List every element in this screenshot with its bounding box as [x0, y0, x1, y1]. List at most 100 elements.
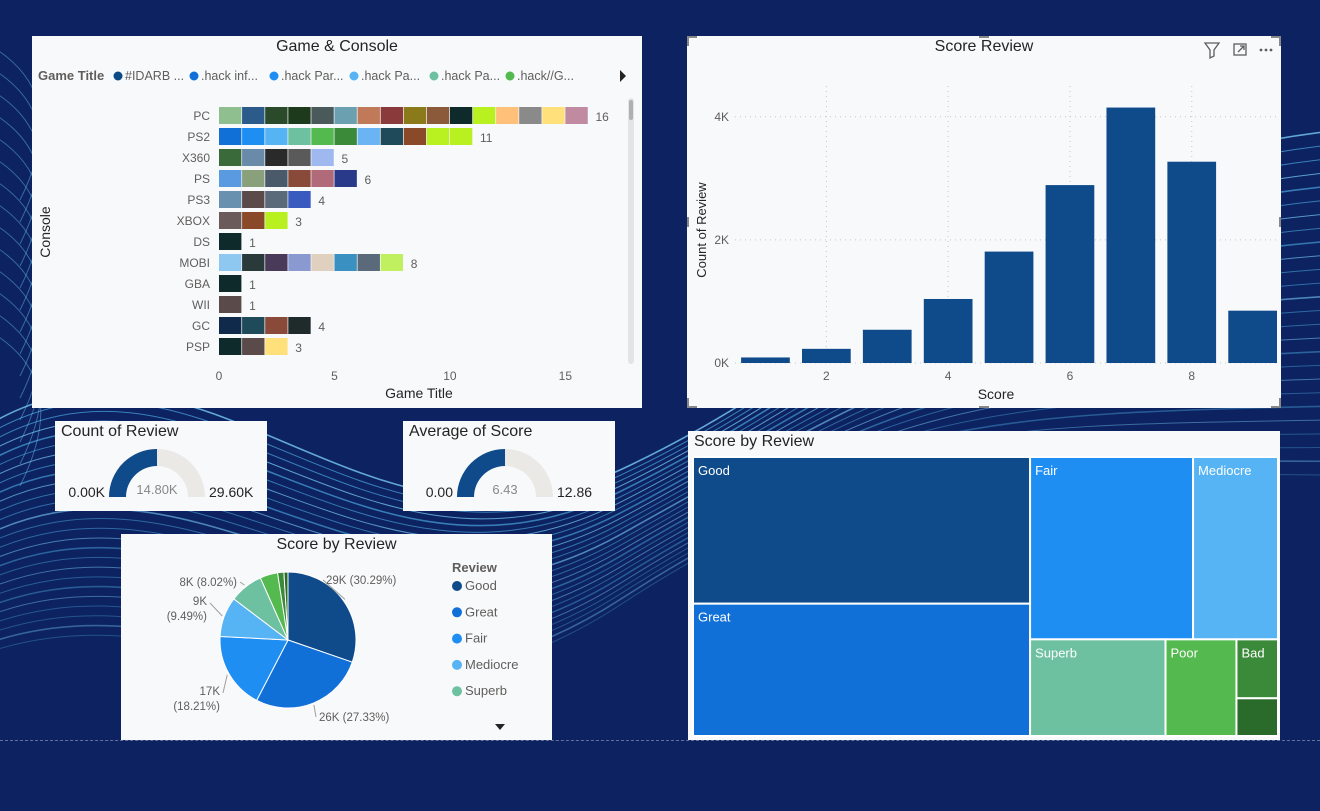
treemap-rect[interactable]: [1029, 456, 1195, 641]
bar-segment[interactable]: [357, 128, 380, 145]
legend-next-arrow-icon[interactable]: [620, 70, 626, 82]
treemap-rect[interactable]: [692, 602, 1032, 737]
bar-segment[interactable]: [242, 317, 265, 334]
legend-item[interactable]: .hack inf...: [189, 69, 258, 83]
pie-legend-item[interactable]: Good: [452, 578, 497, 593]
bar-segment[interactable]: [311, 170, 334, 187]
bar-segment[interactable]: [242, 149, 265, 166]
bar-segment[interactable]: [449, 107, 473, 124]
bar-segment[interactable]: [403, 128, 427, 145]
score-bar[interactable]: [741, 357, 790, 363]
legend-item[interactable]: #IDARB ...: [113, 69, 185, 83]
treemap-rect[interactable]: [1029, 638, 1167, 737]
score-bar[interactable]: [1167, 161, 1217, 363]
bar-segment[interactable]: [242, 170, 265, 187]
bar-segment[interactable]: [219, 254, 242, 271]
bar-segment[interactable]: [288, 191, 311, 208]
bar-segment[interactable]: [357, 107, 380, 124]
more-options-icon[interactable]: [1259, 48, 1273, 52]
bar-segment[interactable]: [265, 317, 288, 334]
bar-segment[interactable]: [380, 128, 404, 145]
bar-segment[interactable]: [219, 275, 242, 292]
score-bar[interactable]: [1045, 185, 1095, 363]
bar-segment[interactable]: [265, 254, 288, 271]
bar-segment[interactable]: [426, 107, 450, 124]
bar-segment[interactable]: [449, 128, 473, 145]
focus-mode-icon[interactable]: [1233, 43, 1247, 56]
bar-segment[interactable]: [265, 170, 288, 187]
bar-segment[interactable]: [288, 170, 311, 187]
treemap-rect[interactable]: [1192, 456, 1280, 641]
pie-legend-item[interactable]: Great: [452, 604, 498, 619]
bar-segment[interactable]: [288, 149, 311, 166]
bar-segment[interactable]: [219, 212, 242, 229]
treemap-cell-superb[interactable]: Superb: [1029, 638, 1167, 737]
pie-legend-item[interactable]: Fair: [452, 631, 488, 646]
bar-segment[interactable]: [242, 191, 265, 208]
bar-segment[interactable]: [288, 317, 311, 334]
bar-segment[interactable]: [242, 212, 265, 229]
legend-item[interactable]: .hack Pa...: [349, 69, 421, 83]
legend-item[interactable]: .hack Par...: [269, 69, 344, 83]
score-bar[interactable]: [923, 298, 973, 363]
bar-segment[interactable]: [426, 128, 450, 145]
bar-segment[interactable]: [219, 128, 242, 145]
bar-segment[interactable]: [334, 107, 357, 124]
bar-segment[interactable]: [288, 128, 311, 145]
bar-segment[interactable]: [265, 191, 288, 208]
bar-segment[interactable]: [219, 338, 242, 355]
bar-segment[interactable]: [265, 212, 288, 229]
bar-segment[interactable]: [242, 254, 265, 271]
bar-segment[interactable]: [311, 107, 334, 124]
score-bar[interactable]: [1228, 310, 1277, 363]
legend-item[interactable]: .hack//G...: [505, 69, 574, 83]
treemap-cell-fair[interactable]: Fair: [1029, 456, 1195, 641]
score-bar[interactable]: [984, 251, 1034, 363]
legend-item[interactable]: .hack Pa...: [429, 69, 501, 83]
filter-icon[interactable]: [1203, 42, 1221, 60]
bar-segment[interactable]: [380, 254, 404, 271]
bar-segment[interactable]: [242, 128, 265, 145]
treemap-rect[interactable]: [1164, 638, 1238, 737]
pie-legend-item[interactable]: Superb: [452, 683, 507, 698]
bar-segment[interactable]: [219, 149, 242, 166]
treemap-cell-other[interactable]: [1235, 697, 1280, 738]
pie-slice-great[interactable]: [255, 639, 353, 709]
bar-segment[interactable]: [496, 107, 519, 124]
legend-scroll-down-icon[interactable]: [495, 724, 505, 730]
scrollbar-thumb[interactable]: [629, 100, 633, 120]
pie-slice-good[interactable]: [287, 571, 357, 663]
treemap-rect[interactable]: [1235, 638, 1280, 700]
gauge-fill[interactable]: [109, 449, 157, 497]
treemap-cell-mediocre[interactable]: Mediocre: [1192, 456, 1280, 641]
bar-segment[interactable]: [311, 254, 334, 271]
gauge-fill[interactable]: [457, 449, 505, 497]
scrollbar-track[interactable]: [628, 98, 634, 364]
bar-segment[interactable]: [288, 107, 311, 124]
bar-segment[interactable]: [357, 254, 380, 271]
bar-segment[interactable]: [219, 107, 242, 124]
bar-segment[interactable]: [288, 254, 311, 271]
score-bar[interactable]: [862, 329, 912, 363]
bar-segment[interactable]: [473, 107, 496, 124]
treemap-cell-good[interactable]: Good: [692, 456, 1032, 605]
bar-segment[interactable]: [565, 107, 588, 124]
score-bar[interactable]: [801, 348, 851, 363]
pie-slice-fair[interactable]: [219, 635, 289, 702]
bar-segment[interactable]: [311, 149, 334, 166]
bar-segment[interactable]: [265, 107, 288, 124]
bar-segment[interactable]: [219, 191, 242, 208]
bar-segment[interactable]: [542, 107, 565, 124]
treemap-cell-poor[interactable]: Poor: [1164, 638, 1238, 737]
bar-segment[interactable]: [219, 296, 242, 313]
bar-segment[interactable]: [219, 233, 242, 250]
bar-segment[interactable]: [242, 107, 265, 124]
bar-segment[interactable]: [334, 128, 357, 145]
bar-segment[interactable]: [519, 107, 542, 124]
bar-segment[interactable]: [219, 170, 242, 187]
score-bar[interactable]: [1106, 107, 1156, 364]
bar-segment[interactable]: [380, 107, 404, 124]
pie-legend-item[interactable]: Mediocre: [452, 657, 518, 672]
treemap-rect[interactable]: [692, 456, 1032, 605]
pie-slice-other[interactable]: [283, 571, 289, 641]
